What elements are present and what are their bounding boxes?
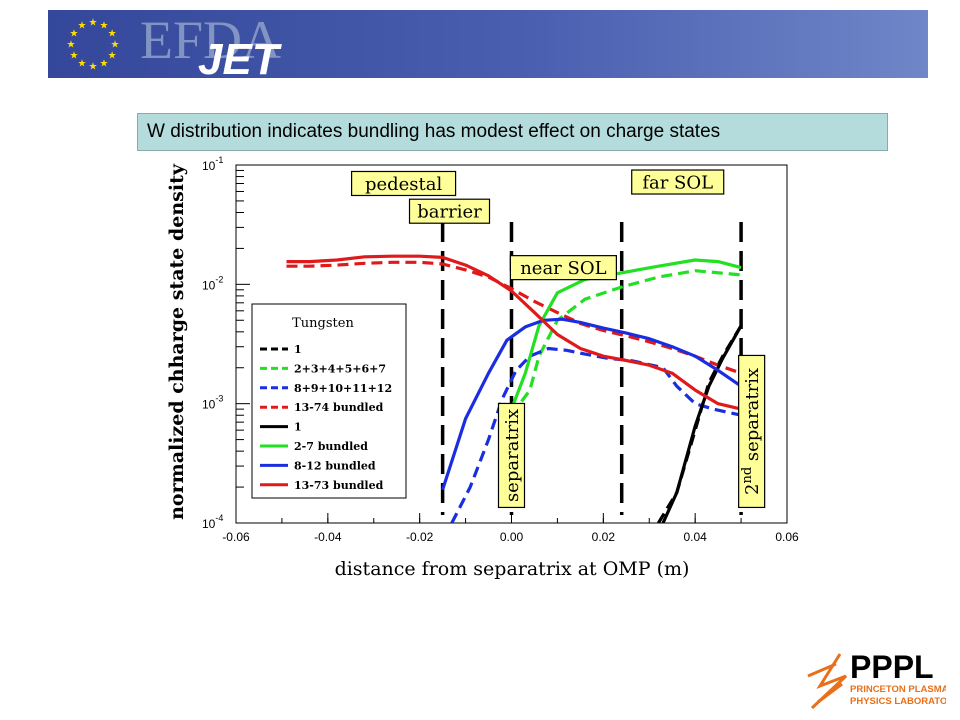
eu-star-icon: ★: [78, 20, 87, 31]
x-tick-label: -0.02: [406, 530, 434, 544]
eu-star-icon: ★: [100, 20, 109, 31]
separatrix-label: separatrix: [497, 402, 526, 509]
x-tick-label: 0.00: [500, 530, 524, 544]
region-labels: pedestal barrier near SOL far SOL separatrix…: [350, 169, 766, 509]
legend-entry-label: 1: [294, 421, 302, 434]
pppl-logo-text: PPPL: [850, 649, 934, 685]
series-line: [286, 254, 742, 411]
x-tick-label: -0.04: [314, 530, 342, 544]
region-label: near SOL: [509, 255, 617, 281]
legend-title: Tungsten: [292, 316, 354, 331]
eu-stars-icon: ★★★★★★★★★ ★ ★★: [67, 18, 120, 73]
region-label: pedestal: [350, 170, 457, 197]
region-label-text: far SOL: [642, 173, 713, 194]
eu-star-icon: ★: [69, 51, 78, 62]
x-tick-label: 0.04: [683, 530, 707, 544]
efda-jet-banner: ★★★★★★★★★ ★ ★★ EFDA JET: [48, 10, 928, 78]
eu-star-icon: ★: [67, 40, 76, 51]
region-label: barrier: [408, 198, 491, 224]
eu-star-icon: ★: [78, 59, 87, 70]
legend-entry-label: 2-7 bundled: [294, 440, 368, 453]
separatrix-label: 2nd separatrix: [738, 354, 766, 509]
eu-star-icon: ★: [108, 29, 117, 40]
series-line: [510, 269, 742, 417]
series-lines: [286, 254, 743, 523]
region-label-text: near SOL: [520, 258, 606, 279]
legend-entry-label: 8-12 bundled: [294, 459, 376, 472]
legend-entry-label: 2+3+4+5+6+7: [294, 362, 386, 375]
y-tick-label: 10-4: [202, 513, 223, 531]
series-line: [661, 324, 743, 523]
separatrix-label-text: separatrix: [502, 409, 523, 502]
legend-entry-label: 8+9+10+11+12: [294, 382, 392, 395]
eu-star-icon: ★: [108, 51, 117, 62]
slide-title: W distribution indicates bundling has mo…: [137, 113, 888, 151]
y-axis-ticks: 10-1 10-2 10-3 10-4: [202, 155, 250, 531]
series-line: [286, 260, 742, 375]
jet-logo-text: JET: [198, 35, 282, 78]
efda-logo-text: EFDA: [140, 10, 281, 70]
y-tick-label: 10-3: [202, 394, 223, 412]
legend-entry-label: 13-73 bundled: [294, 479, 384, 492]
pppl-logo: PPPL PRINCETON PLASMA PHYSICS LABORATORY: [807, 649, 946, 710]
y-tick-label: 10-2: [202, 274, 223, 292]
eu-star-icon: ★: [69, 29, 78, 40]
eu-star-icon: ★: [100, 59, 109, 70]
pppl-logo-sub2: PHYSICS LABORATORY: [850, 696, 946, 707]
eu-star-icon: ★: [89, 62, 98, 73]
x-tick-label: 0.06: [775, 530, 799, 544]
legend-entry-label: 13-74 bundled: [294, 401, 384, 414]
x-axis-label: distance from separatrix at OMP (m): [335, 558, 690, 580]
region-label: far SOL: [631, 169, 725, 195]
series-line: [657, 324, 743, 523]
region-label-text: pedestal: [365, 174, 443, 195]
y-tick-label: 10-1: [202, 155, 223, 173]
separatrix-label-text: 2nd separatrix: [740, 368, 763, 495]
pppl-spark-icon: [807, 653, 848, 710]
x-tick-label: 0.02: [592, 530, 616, 544]
series-line: [441, 317, 743, 491]
y-axis-label: normalized chharge state density: [166, 163, 188, 520]
legend: Tungsten 1 2+3+4+5+6+7 8+9+10+11+12 13-74 bu…: [251, 303, 407, 499]
region-label-text: barrier: [417, 202, 482, 223]
eu-star-icon: ★: [111, 40, 120, 51]
eu-star-icon: ★: [89, 18, 98, 29]
series-line: [450, 346, 742, 523]
x-tick-label: -0.06: [222, 530, 250, 544]
legend-entry-label: 1: [294, 343, 302, 356]
x-axis-ticks: -0.06 -0.04 -0.02 0.00 0.02 0.04 0.06: [222, 513, 799, 544]
pppl-logo-sub1: PRINCETON PLASMA: [850, 684, 946, 695]
